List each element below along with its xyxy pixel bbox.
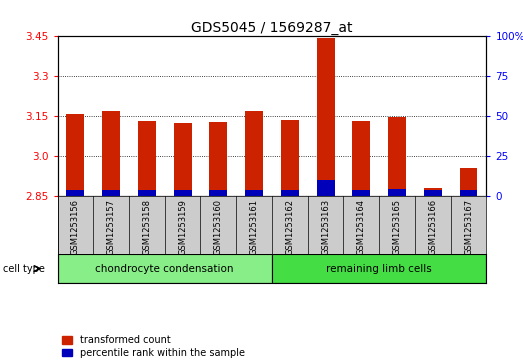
Text: GSM1253159: GSM1253159 xyxy=(178,199,187,255)
Legend: transformed count, percentile rank within the sample: transformed count, percentile rank withi… xyxy=(62,335,245,358)
Bar xyxy=(460,190,477,196)
Bar xyxy=(460,168,477,196)
Bar xyxy=(245,111,263,196)
Bar xyxy=(388,189,406,196)
Bar xyxy=(209,122,228,196)
Text: GSM1253156: GSM1253156 xyxy=(71,199,80,255)
Bar xyxy=(102,111,120,196)
Text: remaining limb cells: remaining limb cells xyxy=(326,264,432,274)
Text: GSM1253165: GSM1253165 xyxy=(393,199,402,255)
Bar xyxy=(245,190,263,196)
Bar xyxy=(316,180,335,196)
Text: GSM1253157: GSM1253157 xyxy=(107,199,116,255)
Text: GSM1253164: GSM1253164 xyxy=(357,199,366,255)
Bar xyxy=(66,114,84,196)
Bar xyxy=(353,122,370,196)
Bar xyxy=(272,254,486,283)
Text: GSM1253161: GSM1253161 xyxy=(249,199,258,255)
Bar xyxy=(174,123,191,196)
Bar xyxy=(281,121,299,196)
Bar xyxy=(58,254,272,283)
Bar xyxy=(281,190,299,196)
Text: GSM1253167: GSM1253167 xyxy=(464,199,473,255)
Bar xyxy=(138,190,156,196)
Bar xyxy=(209,190,228,196)
Bar xyxy=(424,191,442,196)
Bar xyxy=(138,122,156,196)
Bar xyxy=(66,191,84,196)
Bar xyxy=(174,189,191,196)
Text: chondrocyte condensation: chondrocyte condensation xyxy=(96,264,234,274)
Text: GSM1253166: GSM1253166 xyxy=(428,199,437,255)
Bar xyxy=(424,188,442,196)
Text: GSM1253160: GSM1253160 xyxy=(214,199,223,255)
Text: cell type: cell type xyxy=(3,264,44,274)
Bar xyxy=(353,189,370,196)
Bar xyxy=(388,117,406,196)
Text: GSM1253162: GSM1253162 xyxy=(286,199,294,255)
Title: GDS5045 / 1569287_at: GDS5045 / 1569287_at xyxy=(191,21,353,35)
Text: GSM1253163: GSM1253163 xyxy=(321,199,330,255)
Text: GSM1253158: GSM1253158 xyxy=(142,199,151,255)
Bar xyxy=(102,189,120,196)
Bar xyxy=(316,38,335,196)
